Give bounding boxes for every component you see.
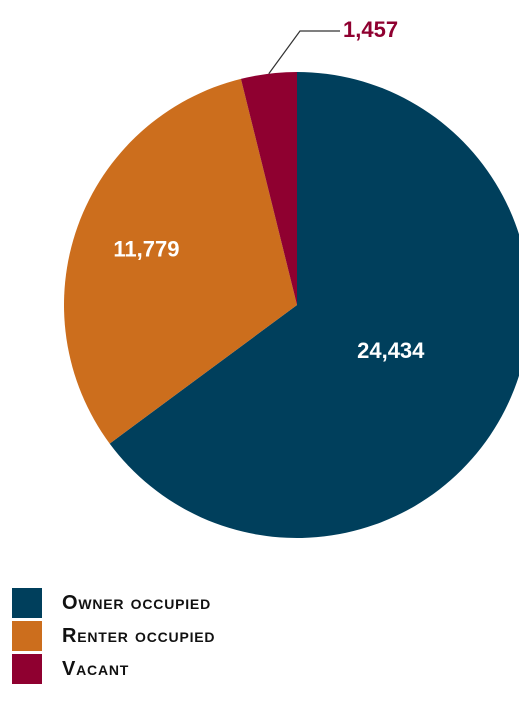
leader-line-vacant [268, 30, 340, 75]
pie-slice-owner-occupied [109, 72, 519, 538]
data-label-owner-occupied: 24,434 [357, 338, 425, 363]
legend-swatch-vacant [12, 654, 42, 684]
data-label-vacant: 1,457 [343, 17, 398, 42]
pie-slice-vacant [240, 72, 297, 305]
legend-item-owner-occupied: Owner occupied [12, 588, 492, 618]
legend-item-vacant: Vacant [12, 654, 492, 684]
legend: Owner occupied Renter occupied Vacant [12, 588, 492, 687]
data-label-renter-occupied: 11,779 [113, 237, 179, 262]
legend-label-renter-occupied: Renter occupied [62, 624, 216, 647]
legend-item-renter-occupied: Renter occupied [12, 621, 492, 651]
pie-slice-renter-occupied [63, 78, 297, 444]
legend-label-vacant: Vacant [62, 657, 130, 680]
legend-swatch-owner-occupied [12, 588, 42, 618]
pie-chart: 24,434 11,779 1,457 [63, 17, 519, 538]
legend-label-owner-occupied: Owner occupied [62, 591, 211, 614]
pie-svg: 24,434 11,779 1,457 [63, 17, 519, 538]
legend-swatch-renter-occupied [12, 621, 42, 651]
